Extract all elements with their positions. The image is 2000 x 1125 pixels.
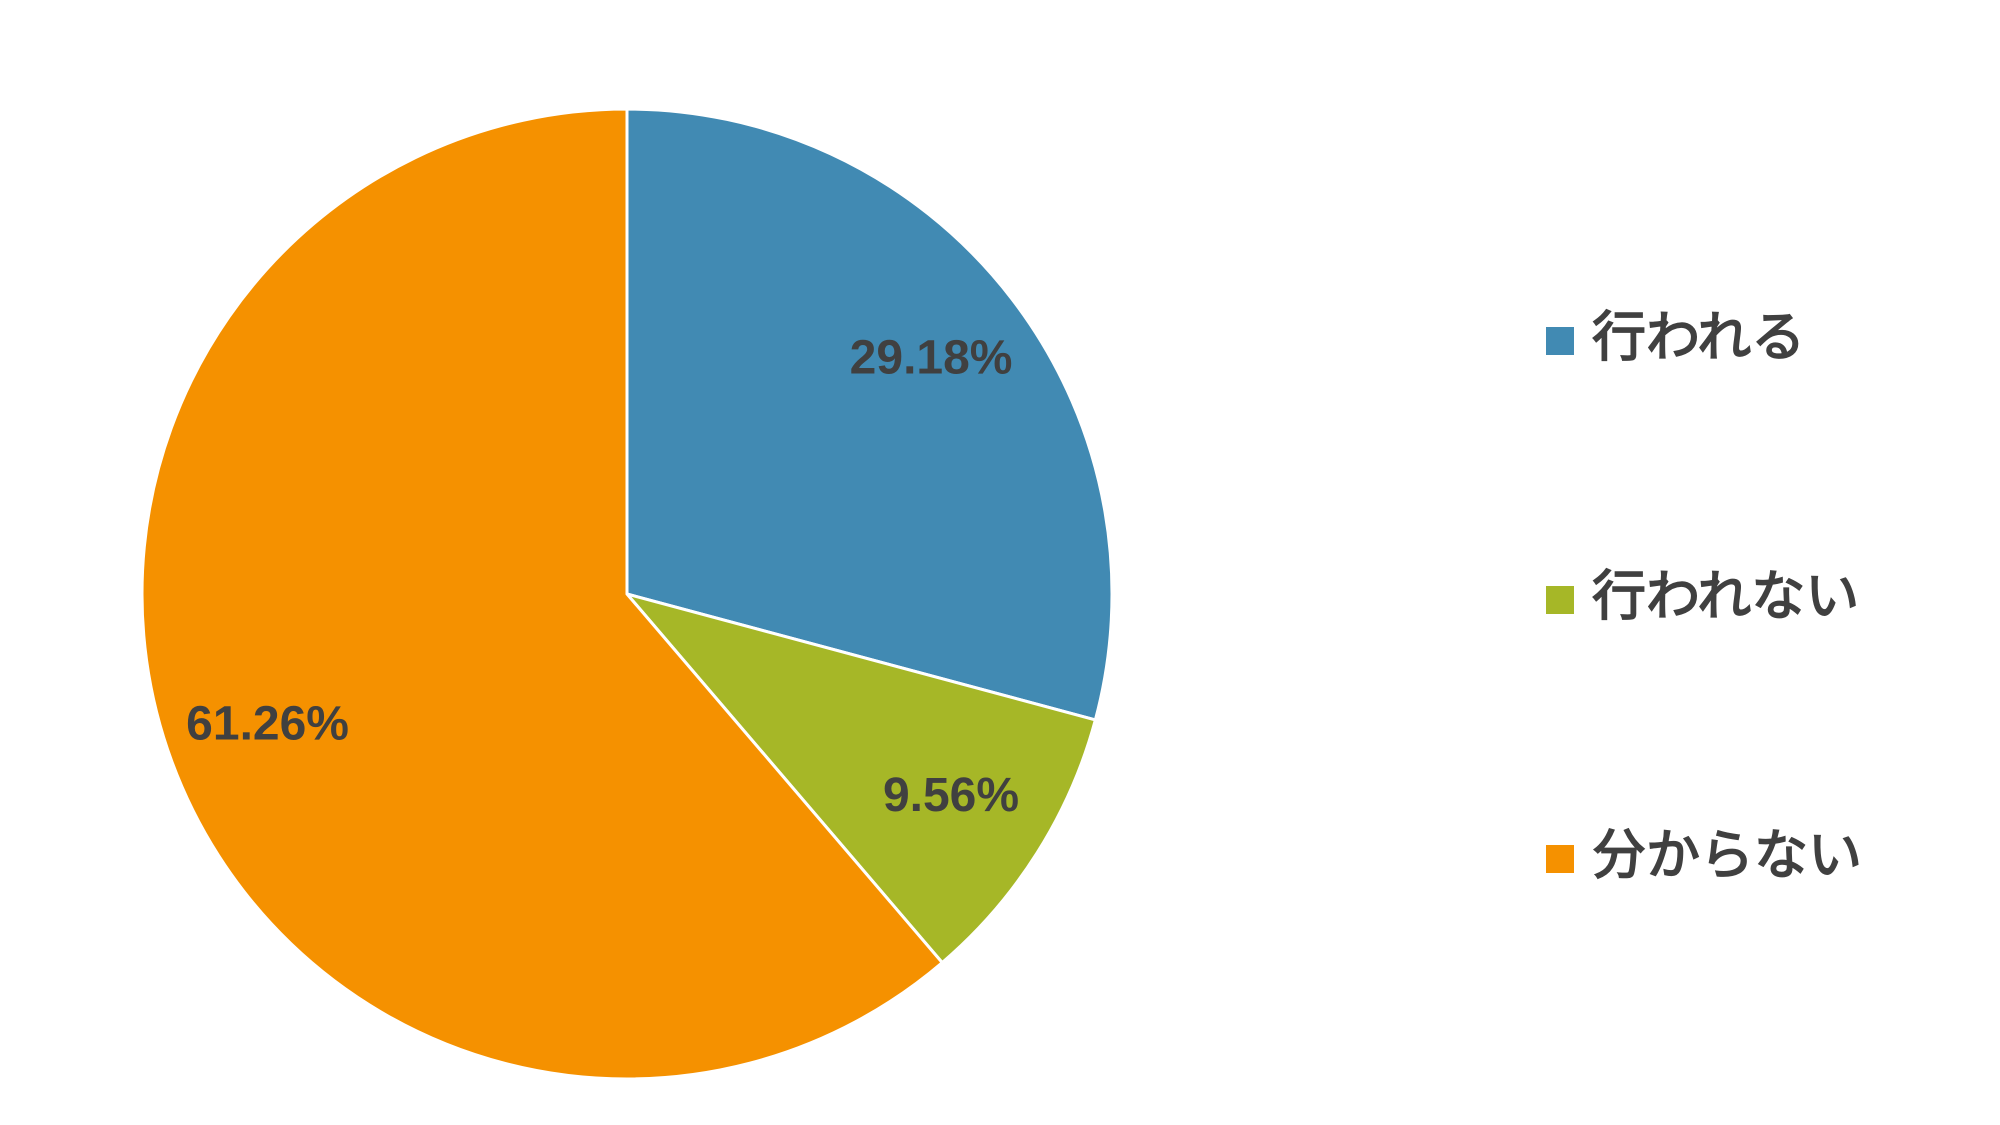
data-label: 29.18% [850, 332, 1013, 385]
pie-slice [140, 107, 945, 1081]
legend-label: 行われる [1592, 307, 1805, 367]
legend-label: 行われない [1592, 566, 1859, 626]
legend-swatch [1546, 845, 1574, 873]
data-label: 9.56% [883, 769, 1019, 822]
legend-label: 分からない [1592, 825, 1862, 885]
pie-slice [625, 107, 1114, 722]
legend-swatch [1546, 586, 1574, 614]
data-label: 61.26% [186, 697, 349, 750]
pie-slice [622, 591, 1098, 965]
legend-swatch [1546, 327, 1574, 355]
